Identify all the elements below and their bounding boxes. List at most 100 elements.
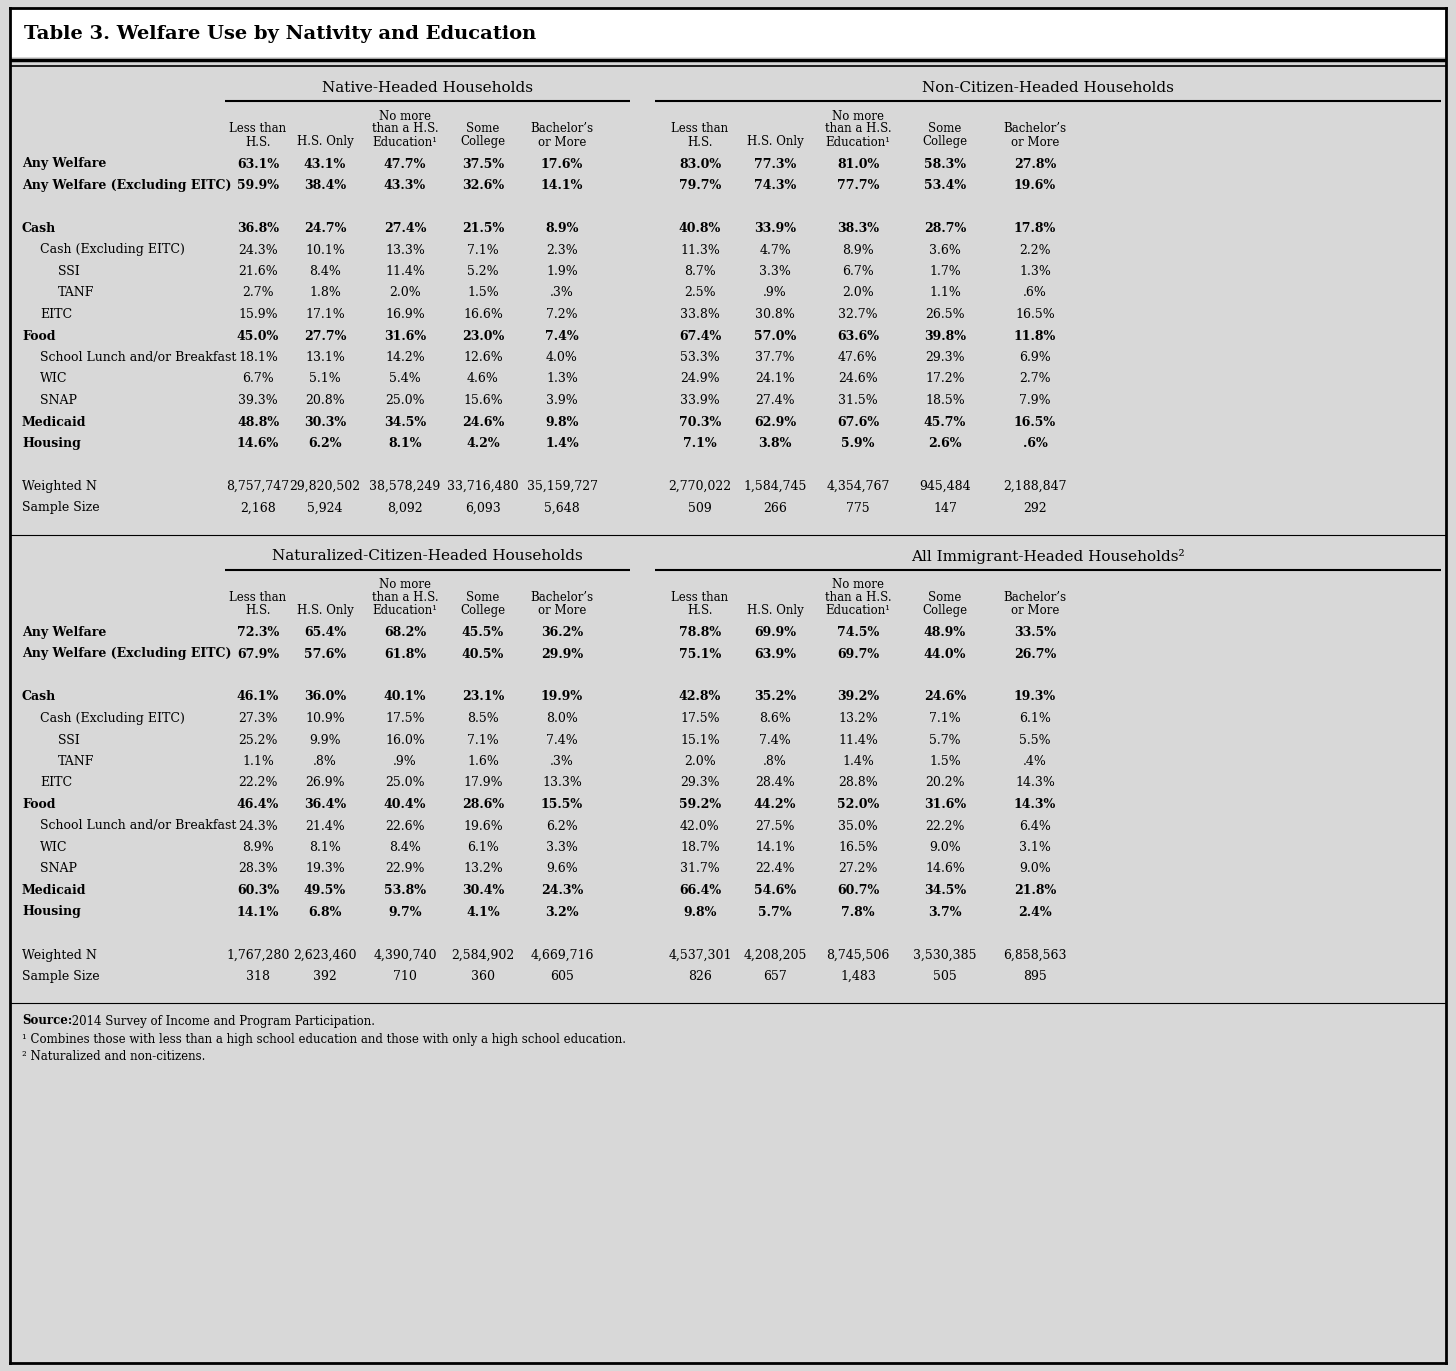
- Text: 8,092: 8,092: [387, 502, 422, 514]
- Text: 4.6%: 4.6%: [467, 373, 499, 385]
- Text: 27.3%: 27.3%: [239, 712, 278, 725]
- Text: 392: 392: [313, 971, 336, 983]
- Text: 28.8%: 28.8%: [839, 776, 878, 790]
- Text: 15.5%: 15.5%: [542, 798, 582, 812]
- Text: 40.1%: 40.1%: [384, 691, 427, 703]
- Text: 7.4%: 7.4%: [759, 733, 791, 746]
- Text: Medicaid: Medicaid: [22, 884, 86, 897]
- Text: than a H.S.: than a H.S.: [824, 122, 891, 136]
- Text: 1.7%: 1.7%: [929, 265, 961, 278]
- Text: 24.6%: 24.6%: [839, 373, 878, 385]
- Text: Any Welfare: Any Welfare: [22, 158, 106, 170]
- Text: 69.7%: 69.7%: [837, 647, 879, 661]
- Text: 13.2%: 13.2%: [839, 712, 878, 725]
- Text: 7.2%: 7.2%: [546, 308, 578, 321]
- Text: 36.4%: 36.4%: [304, 798, 347, 812]
- Text: 20.2%: 20.2%: [925, 776, 965, 790]
- Text: 7.1%: 7.1%: [467, 244, 499, 256]
- Text: 37.7%: 37.7%: [756, 351, 795, 363]
- Text: 28.3%: 28.3%: [239, 862, 278, 876]
- Text: Less than: Less than: [671, 591, 728, 605]
- Text: School Lunch and/or Breakfast: School Lunch and/or Breakfast: [39, 820, 236, 832]
- Text: 22.6%: 22.6%: [386, 820, 425, 832]
- Text: 36.8%: 36.8%: [237, 222, 280, 234]
- Text: 70.3%: 70.3%: [678, 415, 721, 429]
- Text: WIC: WIC: [39, 373, 67, 385]
- Text: 14.1%: 14.1%: [540, 180, 584, 192]
- Text: 13.2%: 13.2%: [463, 862, 502, 876]
- Text: 2,188,847: 2,188,847: [1003, 480, 1067, 494]
- Text: 8.1%: 8.1%: [389, 437, 422, 450]
- Text: Education¹: Education¹: [826, 605, 891, 617]
- Text: or More: or More: [537, 136, 587, 148]
- Text: 2.3%: 2.3%: [546, 244, 578, 256]
- Text: 8.9%: 8.9%: [242, 840, 274, 854]
- Text: 47.6%: 47.6%: [839, 351, 878, 363]
- Text: College: College: [923, 605, 968, 617]
- Text: Weighted N: Weighted N: [22, 949, 98, 961]
- Text: 28.4%: 28.4%: [756, 776, 795, 790]
- Text: 16.5%: 16.5%: [1013, 415, 1056, 429]
- Text: 67.9%: 67.9%: [237, 647, 280, 661]
- Text: 509: 509: [689, 502, 712, 514]
- Text: 24.3%: 24.3%: [239, 244, 278, 256]
- Text: 38.3%: 38.3%: [837, 222, 879, 234]
- Text: Any Welfare (Excluding EITC): Any Welfare (Excluding EITC): [22, 180, 232, 192]
- Text: 31.6%: 31.6%: [384, 329, 427, 343]
- Text: Non-Citizen-Headed Households: Non-Citizen-Headed Households: [922, 81, 1174, 95]
- Text: 38,578,249: 38,578,249: [370, 480, 441, 494]
- Text: Bachelor’s: Bachelor’s: [1003, 122, 1067, 136]
- Text: H.S. Only: H.S. Only: [297, 136, 354, 148]
- Text: Sample Size: Sample Size: [22, 971, 99, 983]
- Text: 8.7%: 8.7%: [684, 265, 716, 278]
- Text: 4.2%: 4.2%: [466, 437, 499, 450]
- Text: 24.9%: 24.9%: [680, 373, 719, 385]
- Text: 318: 318: [246, 971, 269, 983]
- Text: 15.6%: 15.6%: [463, 393, 502, 407]
- Text: Less than: Less than: [671, 122, 728, 136]
- Text: 77.7%: 77.7%: [837, 180, 879, 192]
- Text: 4.0%: 4.0%: [546, 351, 578, 363]
- Text: Some: Some: [929, 122, 961, 136]
- Text: 9.8%: 9.8%: [546, 415, 578, 429]
- Text: 6,093: 6,093: [464, 502, 501, 514]
- Text: Source:: Source:: [22, 1015, 73, 1027]
- Text: 40.5%: 40.5%: [462, 647, 504, 661]
- Text: Sample Size: Sample Size: [22, 502, 99, 514]
- Text: 18.5%: 18.5%: [925, 393, 965, 407]
- Text: 28.6%: 28.6%: [462, 798, 504, 812]
- Text: 24.3%: 24.3%: [239, 820, 278, 832]
- Text: 1.3%: 1.3%: [546, 373, 578, 385]
- Text: 60.3%: 60.3%: [237, 884, 280, 897]
- Text: or More: or More: [1010, 136, 1059, 148]
- Text: 57.0%: 57.0%: [754, 329, 796, 343]
- Text: 54.6%: 54.6%: [754, 884, 796, 897]
- Text: 45.5%: 45.5%: [462, 627, 504, 639]
- Text: Food: Food: [22, 798, 55, 812]
- Text: 43.1%: 43.1%: [304, 158, 347, 170]
- Text: .6%: .6%: [1022, 437, 1047, 450]
- Text: 4,390,740: 4,390,740: [373, 949, 437, 961]
- Text: 26.9%: 26.9%: [306, 776, 345, 790]
- Text: 37.5%: 37.5%: [462, 158, 504, 170]
- Text: All Immigrant-Headed Households²: All Immigrant-Headed Households²: [911, 548, 1185, 563]
- Text: 72.3%: 72.3%: [237, 627, 280, 639]
- Text: 1.6%: 1.6%: [467, 755, 499, 768]
- Text: 1,767,280: 1,767,280: [226, 949, 290, 961]
- Text: 5.7%: 5.7%: [759, 905, 792, 919]
- Text: than a H.S.: than a H.S.: [371, 122, 438, 136]
- Text: 6.4%: 6.4%: [1019, 820, 1051, 832]
- Text: 33.9%: 33.9%: [680, 393, 719, 407]
- Text: TANF: TANF: [58, 287, 95, 299]
- Text: 14.6%: 14.6%: [237, 437, 280, 450]
- Text: 46.4%: 46.4%: [237, 798, 280, 812]
- Text: 33.5%: 33.5%: [1013, 627, 1056, 639]
- Text: 27.7%: 27.7%: [304, 329, 347, 343]
- Text: 6.1%: 6.1%: [467, 840, 499, 854]
- Text: 34.5%: 34.5%: [384, 415, 427, 429]
- Text: SSI: SSI: [58, 265, 80, 278]
- Text: Bachelor’s: Bachelor’s: [530, 122, 594, 136]
- Text: 14.1%: 14.1%: [237, 905, 280, 919]
- Text: Bachelor’s: Bachelor’s: [530, 591, 594, 605]
- Text: 17.9%: 17.9%: [463, 776, 502, 790]
